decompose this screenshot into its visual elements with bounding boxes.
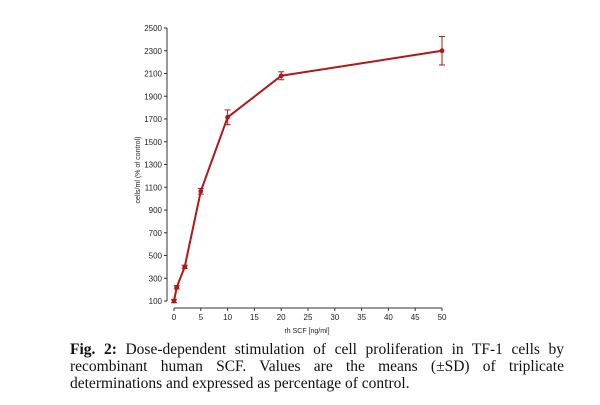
- x-tick-label: 35: [357, 313, 366, 322]
- y-tick-label: 1100: [145, 183, 163, 192]
- figure-caption: Fig. 2: Dose-dependent stimulation of ce…: [70, 341, 564, 392]
- y-tick-label: 500: [149, 252, 163, 261]
- x-tick-label: 25: [304, 313, 313, 322]
- x-tick-label: 40: [384, 313, 393, 322]
- data-point: [174, 284, 180, 290]
- data-point: [171, 298, 177, 304]
- x-tick-label: 5: [199, 313, 204, 322]
- caption-text: Dose-dependent stimulation of cell proli…: [70, 341, 564, 392]
- dose-response-chart: 1003005007009001100130015001700190021002…: [135, 24, 447, 335]
- y-tick-label: 300: [149, 274, 163, 283]
- y-tick-label: 100: [149, 297, 163, 306]
- x-tick-label: 15: [250, 313, 259, 322]
- y-tick-label: 2300: [144, 47, 162, 56]
- y-tick-label: 2500: [144, 24, 162, 33]
- y-axis-label: cells/ml (% of control): [135, 137, 142, 204]
- y-tick-label: 1500: [144, 138, 162, 147]
- y-tick-label: 1900: [144, 92, 162, 101]
- axes: 1003005007009001100130015001700190021002…: [144, 24, 447, 322]
- y-tick-label: 1700: [144, 115, 162, 124]
- x-axis-label: rh SCF [ng/ml]: [284, 328, 329, 335]
- y-tick-label: 900: [149, 206, 163, 215]
- x-tick-label: 20: [277, 313, 286, 322]
- x-tick-label: 45: [411, 313, 420, 322]
- data-point: [278, 73, 284, 79]
- x-tick-label: 10: [223, 313, 232, 322]
- y-tick-label: 1300: [144, 161, 162, 170]
- y-tick-label: 700: [149, 229, 163, 238]
- x-tick-label: 50: [438, 313, 447, 322]
- x-tick-label: 30: [330, 313, 339, 322]
- chart-marks: [171, 36, 445, 304]
- x-tick-label: 0: [172, 313, 177, 322]
- data-point: [439, 48, 445, 54]
- data-point: [225, 114, 231, 120]
- data-point: [198, 188, 204, 194]
- caption-label: Fig. 2:: [70, 341, 117, 358]
- y-tick-label: 2100: [144, 70, 162, 79]
- data-point: [182, 264, 188, 270]
- series-line: [173, 49, 443, 302]
